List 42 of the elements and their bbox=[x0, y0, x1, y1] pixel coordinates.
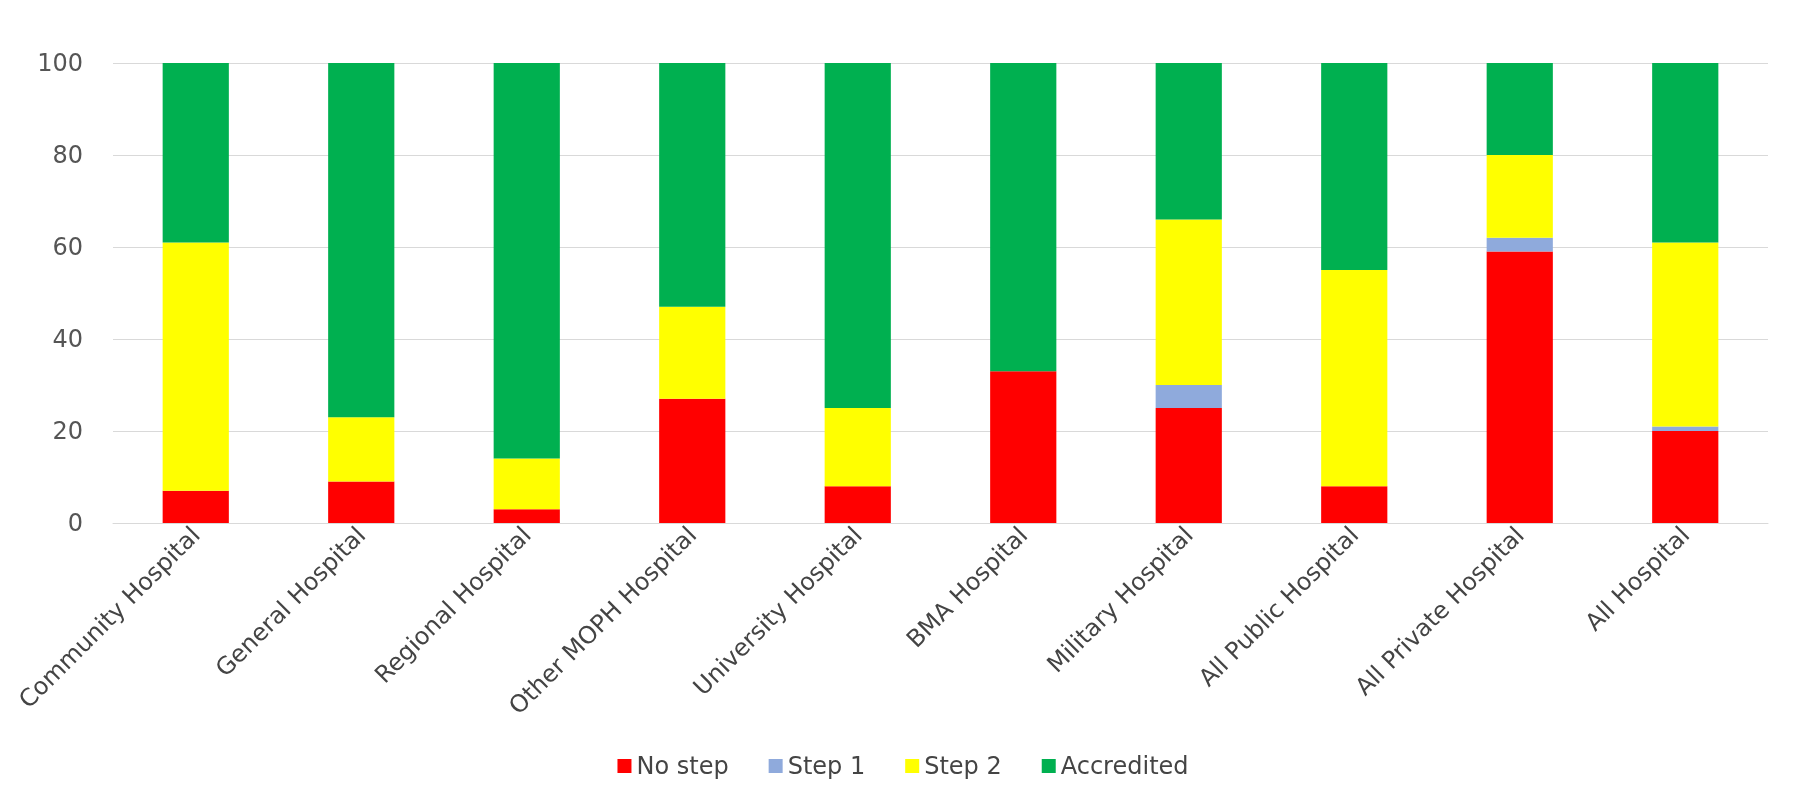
legend-label: Step 2 bbox=[924, 752, 1002, 780]
bar bbox=[1652, 431, 1719, 523]
bar bbox=[1321, 486, 1388, 523]
legend-label: Accredited bbox=[1060, 752, 1189, 780]
bar bbox=[659, 306, 726, 399]
bar bbox=[1155, 385, 1222, 408]
bar bbox=[824, 486, 891, 523]
bar bbox=[1155, 408, 1222, 523]
y-tick-label: 60 bbox=[52, 233, 83, 261]
bar bbox=[1486, 63, 1553, 155]
bar bbox=[1486, 237, 1553, 252]
legend-label: Step 1 bbox=[787, 752, 866, 780]
bar bbox=[1652, 426, 1719, 431]
y-tick-label: 40 bbox=[52, 325, 83, 353]
bar bbox=[659, 398, 726, 523]
bar bbox=[162, 242, 229, 491]
bar bbox=[1321, 63, 1388, 270]
bar bbox=[659, 63, 726, 307]
bar bbox=[1652, 63, 1719, 243]
bar bbox=[1155, 219, 1222, 385]
bar bbox=[1321, 270, 1388, 487]
bar bbox=[162, 490, 229, 523]
legend-label: No step bbox=[636, 752, 729, 780]
y-tick-label: 0 bbox=[67, 509, 83, 537]
bar bbox=[493, 63, 560, 459]
bar bbox=[328, 417, 395, 482]
bar bbox=[990, 371, 1057, 523]
bar bbox=[328, 481, 395, 523]
bar bbox=[493, 509, 560, 523]
y-tick-label: 80 bbox=[52, 141, 83, 169]
bar bbox=[1486, 251, 1553, 523]
bar bbox=[824, 63, 891, 408]
y-tick-label: 100 bbox=[37, 49, 83, 77]
bar bbox=[824, 408, 891, 487]
bar bbox=[990, 63, 1057, 372]
bar bbox=[1155, 63, 1222, 220]
bar bbox=[1652, 242, 1719, 427]
y-tick-label: 20 bbox=[52, 417, 83, 445]
bar bbox=[328, 63, 395, 418]
bar bbox=[162, 63, 229, 243]
bar bbox=[1486, 155, 1553, 238]
bar bbox=[493, 458, 560, 510]
